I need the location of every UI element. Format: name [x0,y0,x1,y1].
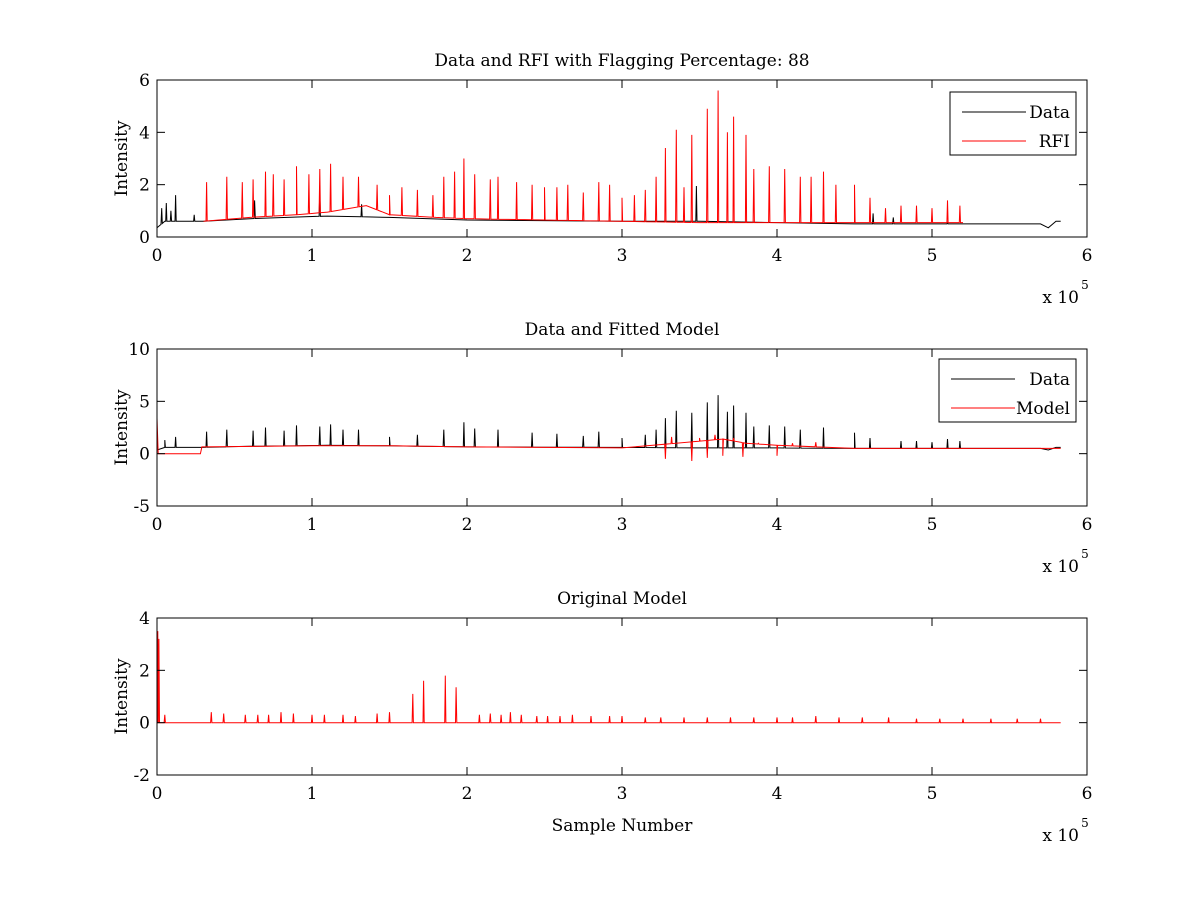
x-tick-label: 1 [307,515,318,535]
series-group [157,90,1061,229]
legend-label-data: Data [1029,370,1070,390]
x-exponent-label: x 10 [1042,288,1079,308]
y-axis-label: Intensity [112,658,132,734]
y-axis-label: Intensity [112,389,132,465]
x-tick-label: 3 [617,784,628,804]
x-tick-label: 6 [1082,784,1093,804]
y-tick-label: 2 [139,176,150,196]
x-tick-label: 2 [462,784,473,804]
x-tick-label: 1 [307,784,318,804]
y-tick-label: 4 [139,123,150,143]
series-group [157,395,1061,462]
legend: Data Model [938,358,1077,423]
y-tick-label: 6 [139,71,150,91]
chart-title: Original Model [557,589,687,609]
x-tick-label: 2 [462,515,473,535]
x-tick-label: 4 [772,246,783,266]
y-tick-label: 10 [128,340,150,360]
legend-label-data: Data [1029,103,1070,123]
x-exponent-power: 5 [1081,547,1089,561]
x-tick-label: 3 [617,246,628,266]
x-tick-label: 0 [152,784,163,804]
x-exponent-label: x 10 [1042,826,1079,846]
x-tick-label: 4 [772,784,783,804]
x-tick-label: 5 [927,784,938,804]
y-tick-label: 0 [139,445,150,465]
series-rfi-line [203,90,963,224]
x-tick-label: 3 [617,515,628,535]
y-tick-label: -2 [133,766,150,786]
legend-label-rfi: RFI [1039,132,1070,152]
y-tick-label: 2 [139,661,150,681]
x-exponent-power: 5 [1081,278,1089,292]
y-tick-label: 0 [139,714,150,734]
legend-box [938,358,1077,423]
series-model-line [157,418,1061,462]
x-axis-label: Sample Number [552,816,694,836]
x-exponent-label: x 10 [1042,557,1079,577]
x-tick-label: 6 [1082,515,1093,535]
x-tick-label: 5 [927,515,938,535]
x-tick-label: 5 [927,246,938,266]
x-tick-label: 2 [462,246,473,266]
y-axis-label: Intensity [112,120,132,196]
plot-area [157,618,1087,775]
y-tick-label: 5 [139,392,150,412]
x-tick-label: 0 [152,246,163,266]
legend-label-model: Model [1016,399,1070,419]
x-exponent-power: 5 [1081,816,1089,830]
y-tick-label: -5 [133,497,150,517]
y-tick-label: 4 [139,609,150,629]
x-tick-label: 1 [307,246,318,266]
x-tick-label: 6 [1082,246,1093,266]
series-original-model-line [157,631,1061,724]
x-tick-label: 4 [772,515,783,535]
legend-box [949,91,1077,156]
legend: Data RFI [949,91,1077,156]
plot-area [157,349,1087,506]
chart-title: Data and RFI with Flagging Percentage: 8… [434,51,809,71]
chart-title: Data and Fitted Model [525,320,720,340]
x-tick-label: 0 [152,515,163,535]
series-data-line [157,185,1061,229]
y-tick-label: 0 [139,228,150,248]
series-group [157,631,1061,724]
